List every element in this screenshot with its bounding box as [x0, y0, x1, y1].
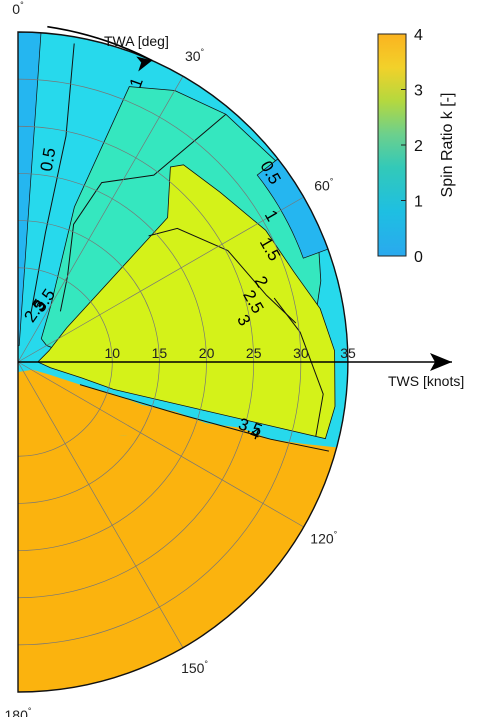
contour-line-3	[273, 297, 324, 437]
contour-line-2	[148, 227, 297, 324]
contour-line-05	[30, 43, 75, 315]
angle-tick: 150°	[181, 659, 208, 676]
angle-tick: 0°	[12, 0, 24, 17]
colorbar-tick-label: 1	[414, 194, 423, 211]
grid-spoke	[17, 361, 184, 648]
twa-arrow	[47, 25, 153, 62]
colorbar-tick-label: 2	[414, 138, 423, 155]
radial-tick: 25	[246, 345, 262, 361]
twa-axis-label: TWA [deg]	[104, 33, 169, 49]
colorbar-ticks: 0 1 2 3 4	[401, 27, 423, 266]
angle-tick-labels: 0° 30° 60° 120° 150° 180°	[5, 0, 338, 717]
angle-tick: 180°	[5, 706, 32, 717]
polar-rim	[17, 31, 349, 693]
grid-spoke	[17, 361, 304, 528]
contour-line-35	[79, 384, 329, 452]
colorbar-tick-label: 4	[414, 27, 423, 44]
contour-line-1	[59, 113, 227, 312]
colorbar-tick-label: 3	[414, 83, 423, 100]
tws-axis-label: TWS [knots]	[388, 373, 464, 389]
grid-spoke	[17, 76, 184, 363]
radial-tick: 10	[104, 345, 120, 361]
radial-tick: 35	[340, 345, 356, 361]
grid-spoke	[17, 196, 304, 363]
angle-tick: 120°	[310, 530, 337, 547]
tws-arrowhead-icon	[430, 353, 452, 371]
region-k-high	[18, 369, 337, 692]
radial-tick: 15	[152, 345, 168, 361]
axes	[18, 25, 452, 371]
twa-arrowhead-icon	[136, 56, 153, 72]
colorbar-tick-label: 0	[414, 249, 423, 266]
radial-tick-labels: 10 15 20 25 30 35	[104, 345, 356, 361]
radial-tick: 20	[199, 345, 215, 361]
contour-lines	[30, 43, 329, 452]
colorbar: 0 1 2 3 4 Spin Ratio k [-]	[377, 27, 456, 266]
angle-tick: 30°	[185, 47, 205, 64]
colorbar-label: Spin Ratio k [-]	[439, 93, 456, 198]
contour-regions	[17, 31, 348, 692]
radial-tick: 30	[293, 345, 309, 361]
angle-tick: 60°	[314, 176, 334, 193]
contour-label: 0.5	[37, 146, 60, 173]
